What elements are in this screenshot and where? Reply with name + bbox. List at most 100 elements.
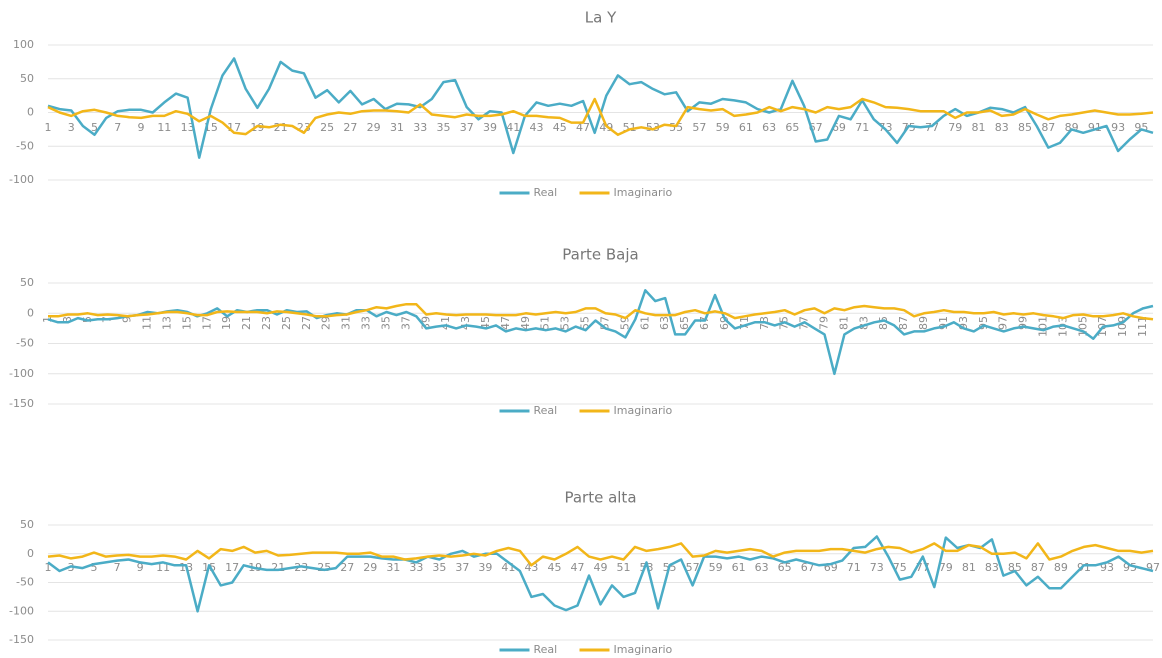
x-tick-label: 43 (530, 121, 544, 134)
x-tick-label: 11 (141, 316, 154, 330)
x-tick-label: 27 (340, 561, 354, 574)
x-tick-label: 89 (1054, 561, 1068, 574)
x-tick-label: 1 (41, 316, 54, 323)
x-tick-label: 27 (343, 121, 357, 134)
y-tick-label: -50 (16, 576, 34, 589)
x-tick-label: 13 (160, 316, 173, 330)
x-tick-label: 97 (997, 316, 1010, 330)
x-tick-label: 1 (45, 121, 52, 134)
x-tick-label: 37 (460, 121, 474, 134)
x-tick-label: 79 (948, 121, 962, 134)
x-tick-label: 9 (137, 561, 144, 574)
x-tick-label: 25 (280, 316, 293, 330)
x-tick-label: 5 (91, 121, 98, 134)
x-tick-label: 49 (594, 561, 608, 574)
line-series (48, 302, 1154, 321)
x-tick-label: 59 (618, 316, 631, 330)
x-tick-label: 13 (181, 121, 195, 134)
x-tick-label: 33 (409, 561, 423, 574)
x-tick-label: 91 (1077, 561, 1091, 574)
x-tick-label: 47 (576, 121, 590, 134)
x-tick-label: 19 (220, 316, 233, 330)
legend-label: Imaginario (614, 186, 673, 199)
x-tick-label: 53 (646, 121, 660, 134)
x-tick-label: 87 (1031, 561, 1045, 574)
x-tick-label: 43 (524, 561, 538, 574)
legend-label: Real (534, 643, 558, 656)
y-tick-label: -100 (9, 367, 34, 380)
x-tick-label: 35 (432, 561, 446, 574)
x-tick-label: 47 (570, 561, 584, 574)
x-tick-label: 55 (669, 121, 683, 134)
x-tick-label: 67 (698, 316, 711, 330)
x-tick-label: 69 (718, 316, 731, 330)
x-tick-label: 79 (939, 561, 953, 574)
y-tick-label: 50 (20, 276, 34, 289)
x-tick-label: 21 (240, 316, 253, 330)
x-tick-label: 65 (778, 561, 792, 574)
x-tick-label: 15 (180, 316, 193, 330)
x-tick-label: 17 (225, 561, 239, 574)
y-tick-label: -100 (9, 604, 34, 617)
x-tick-label: 31 (340, 316, 353, 330)
x-tick-label: 65 (785, 121, 799, 134)
x-tick-label: 87 (897, 316, 910, 330)
x-tick-label: 73 (878, 121, 892, 134)
x-tick-label: 85 (1008, 561, 1022, 574)
x-tick-label: 81 (837, 316, 850, 330)
x-tick-label: 7 (114, 561, 121, 574)
x-tick-label: 25 (320, 121, 334, 134)
x-tick-label: 51 (617, 561, 631, 574)
x-tick-label: 93 (1111, 121, 1125, 134)
x-tick-label: 29 (363, 561, 377, 574)
x-tick-label: 65 (678, 316, 691, 330)
x-tick-label: 61 (638, 316, 651, 330)
x-tick-label: 9 (138, 121, 145, 134)
x-tick-label: 83 (985, 561, 999, 574)
chart-title: Parte Baja (562, 246, 638, 264)
x-tick-label: 61 (732, 561, 746, 574)
x-tick-label: 7 (114, 121, 121, 134)
x-tick-label: 73 (870, 561, 884, 574)
y-tick-label: 50 (20, 72, 34, 85)
x-tick-label: 63 (658, 316, 671, 330)
y-tick-label: 0 (27, 547, 34, 560)
x-tick-label: 31 (386, 561, 400, 574)
line-series (47, 289, 1154, 376)
x-tick-label: 61 (739, 121, 753, 134)
x-tick-label: 21 (274, 121, 288, 134)
x-tick-label: 59 (709, 561, 723, 574)
x-tick-label: 83 (995, 121, 1009, 134)
x-tick-label: 49 (519, 316, 532, 330)
x-tick-label: 11 (157, 121, 171, 134)
x-tick-label: 71 (855, 121, 869, 134)
chart-title: Parte alta (564, 489, 636, 507)
x-tick-label: 85 (877, 316, 890, 330)
x-tick-label: 81 (962, 561, 976, 574)
y-tick-label: -50 (16, 139, 34, 152)
x-tick-label: 57 (686, 561, 700, 574)
x-tick-label: 37 (399, 316, 412, 330)
x-tick-label: 1 (45, 561, 52, 574)
line-series (47, 97, 1154, 137)
x-tick-label: 39 (478, 561, 492, 574)
x-tick-label: 25 (317, 561, 331, 574)
x-tick-label: 5 (91, 561, 98, 574)
x-tick-label: 35 (436, 121, 450, 134)
x-tick-label: 63 (762, 121, 776, 134)
line-series (47, 57, 1154, 159)
x-tick-label: 31 (390, 121, 404, 134)
line-series (47, 542, 1154, 567)
x-tick-label: 89 (917, 316, 930, 330)
x-tick-label: 47 (499, 316, 512, 330)
x-tick-label: 39 (419, 316, 432, 330)
y-tick-label: -100 (9, 173, 34, 186)
x-tick-label: 57 (692, 121, 706, 134)
x-tick-label: 79 (817, 316, 830, 330)
y-tick-label: -150 (9, 633, 34, 646)
x-tick-label: 3 (68, 121, 75, 134)
x-tick-label: 45 (553, 121, 567, 134)
